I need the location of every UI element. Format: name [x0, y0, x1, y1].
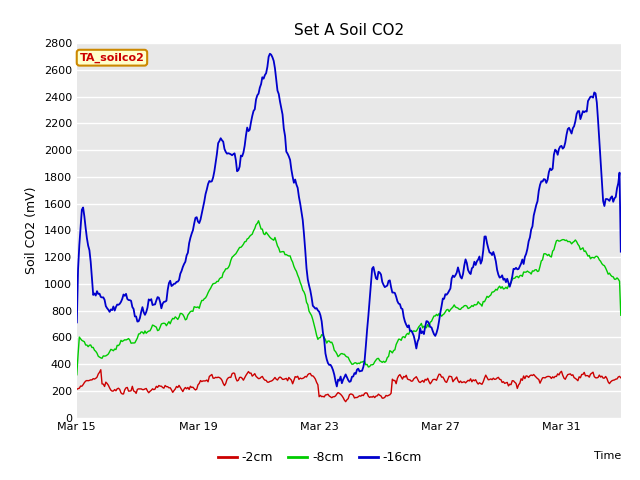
Title: Set A Soil CO2: Set A Soil CO2	[294, 23, 404, 38]
Legend: -2cm, -8cm, -16cm: -2cm, -8cm, -16cm	[213, 446, 427, 469]
Text: TA_soilco2: TA_soilco2	[79, 53, 145, 63]
Text: Time: Time	[593, 451, 621, 461]
Y-axis label: Soil CO2 (mV): Soil CO2 (mV)	[25, 187, 38, 274]
